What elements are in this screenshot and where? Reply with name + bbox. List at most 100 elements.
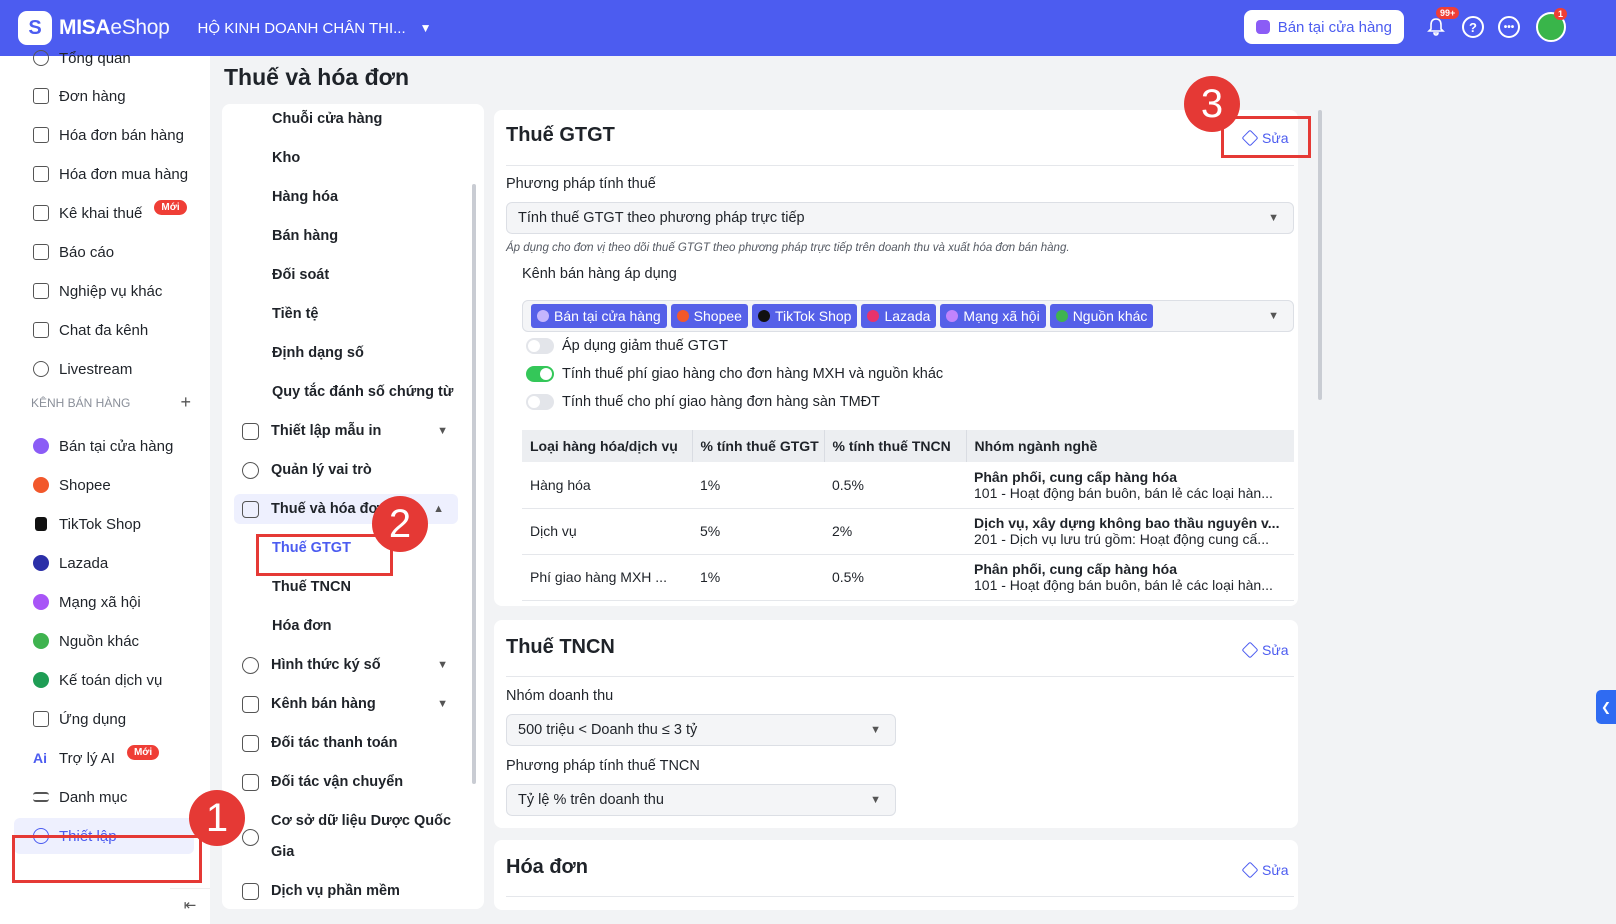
sidebar-item-sales-invoices[interactable]: Hóa đơn bán hàng <box>0 117 210 153</box>
chevron-down-icon: ▼ <box>870 794 881 806</box>
settings-item-software-service[interactable]: Dịch vụ phần mềm <box>222 876 462 906</box>
sidebar-item-label: Nguồn khác <box>59 632 140 650</box>
table-row[interactable]: Phí giao hàng MXH ... 1% 0.5% Phân phối,… <box>522 554 1294 601</box>
settings-item-store-chain[interactable]: Chuỗi cửa hàng <box>272 111 383 127</box>
pill-icon <box>242 828 259 846</box>
sidebar-item-label: Đơn hàng <box>59 87 126 105</box>
shipping-social-toggle[interactable] <box>526 366 554 382</box>
settings-item-warehouse[interactable]: Kho <box>272 150 301 166</box>
channels-multiselect[interactable]: Bán tại cửa hàng Shopee TikTok Shop Laza… <box>522 300 1294 332</box>
settings-item-goods[interactable]: Hàng hóa <box>272 189 339 205</box>
chevron-down-icon: ▼ <box>437 698 448 710</box>
sidebar-item-apps[interactable]: Ứng dụng <box>0 701 210 737</box>
pit-method-select[interactable]: Tỷ lệ % trên doanh thu ▼ <box>506 784 896 816</box>
channels-label: Kênh bán hàng áp dụng <box>522 266 677 282</box>
settings-item-pharma-db-cont[interactable]: Gia <box>271 844 295 860</box>
store-selector[interactable]: HỘ KINH DOANH CHÂN THI... ▼ <box>198 20 432 37</box>
invoice-edit-button[interactable]: Sửa <box>1241 861 1289 879</box>
software-icon <box>242 882 259 900</box>
settings-item-shipping-partners[interactable]: Đối tác vận chuyển <box>222 767 462 797</box>
chip-shopee[interactable]: Shopee <box>670 304 748 328</box>
sidebar-item-store-sales[interactable]: Bán tại cửa hàng <box>0 428 210 464</box>
sidebar-item-label: Hóa đơn mua hàng <box>59 165 189 183</box>
pit-title: Thuế TNCN <box>506 636 615 658</box>
content-scrollbar[interactable] <box>1318 110 1322 400</box>
settings-item-payment-partners[interactable]: Đối tác thanh toán <box>222 728 462 758</box>
help-icon[interactable]: ? <box>1462 16 1484 38</box>
cell-type: Phí giao hàng MXH ... <box>522 554 692 601</box>
cell-pit: 2% <box>824 508 966 555</box>
vat-edit-button[interactable]: Sửa <box>1241 129 1289 147</box>
settings-item-pit[interactable]: Thuế TNCN <box>272 579 351 595</box>
avatar-badge: 1 <box>1554 8 1568 20</box>
cell-pit: 0.5% <box>824 462 966 509</box>
truck-icon <box>242 773 259 791</box>
settings-item-reconciliation[interactable]: Đối soát <box>272 267 330 283</box>
collapse-sidebar-icon[interactable]: ⇤ <box>170 888 210 920</box>
settings-item-print-templates[interactable]: Thiết lập mẫu in ▼ <box>222 416 462 446</box>
revenue-group-select[interactable]: 500 triệu < Doanh thu ≤ 3 tỷ ▼ <box>506 714 896 746</box>
other-source-icon <box>1055 310 1068 322</box>
chip-other-source[interactable]: Nguồn khác <box>1049 304 1154 328</box>
chip-social[interactable]: Mạng xã hội <box>940 304 1046 328</box>
pit-edit-button[interactable]: Sửa <box>1241 641 1289 659</box>
sidebar-item-other-source[interactable]: Nguồn khác <box>0 623 210 659</box>
pencil-icon <box>1241 861 1259 879</box>
sidebar-item-shopee[interactable]: Shopee <box>0 467 210 503</box>
other-ops-icon <box>33 283 49 299</box>
sidebar-item-other-ops[interactable]: Nghiệp vụ khác <box>0 273 210 309</box>
settings-menu: Chuỗi cửa hàng Kho Hàng hóa Bán hàng Đối… <box>222 104 484 909</box>
store-icon <box>537 310 549 322</box>
sidebar-item-purchase-invoices[interactable]: Hóa đơn mua hàng <box>0 156 210 192</box>
settings-item-numbering-rules[interactable]: Quy tắc đánh số chứng từ <box>272 384 454 400</box>
notification-badge: 99+ <box>1436 7 1460 19</box>
more-options-icon[interactable]: ••• <box>1498 16 1520 38</box>
vat-method-value: Tính thuế GTGT theo phương pháp trực tiế… <box>518 210 805 226</box>
misa-eshop-logo[interactable]: S MISAeShop <box>18 11 170 45</box>
toggle-row-shipping-social: Tính thuế phí giao hàng cho đơn hàng MXH… <box>526 366 943 382</box>
ai-icon: Ai <box>33 750 47 766</box>
settings-item-invoice[interactable]: Hóa đơn <box>272 618 332 634</box>
sidebar-item-tax-declaration[interactable]: Kê khai thuế Mới <box>0 195 210 231</box>
settings-item-digital-signature[interactable]: Hình thức ký số ▼ <box>222 650 462 680</box>
settings-item-number-format[interactable]: Định dạng số <box>272 345 364 361</box>
vat-method-select[interactable]: Tính thuế GTGT theo phương pháp trực tiế… <box>506 202 1294 234</box>
store-icon <box>33 438 49 454</box>
section-title: KÊNH BÁN HÀNG <box>31 396 131 410</box>
sidebar-item-label: Kế toán dịch vụ <box>59 671 163 689</box>
settings-item-label: Đối tác thanh toán <box>271 735 398 751</box>
settings-item-vat[interactable]: Thuế GTGT <box>272 540 351 556</box>
chip-tiktok[interactable]: TikTok Shop <box>751 304 858 328</box>
chevron-down-icon: ▼ <box>437 425 448 437</box>
sidebar-item-lazada[interactable]: Lazada <box>0 545 210 581</box>
sidebar-item-orders[interactable]: Đơn hàng <box>0 78 210 114</box>
menu-scrollbar[interactable] <box>472 184 476 784</box>
sidebar-item-accounting-service[interactable]: Kế toán dịch vụ <box>0 662 210 698</box>
social-network-icon <box>33 594 49 610</box>
settings-item-roles[interactable]: Quản lý vai trò <box>222 455 462 485</box>
table-row[interactable]: Dịch vụ 5% 2% Dịch vụ, xây dựng không ba… <box>522 508 1294 555</box>
sidebar-item-overview[interactable]: Tổng quan <box>0 40 210 76</box>
sidebar-item-catalog[interactable]: Danh mục <box>0 779 210 815</box>
settings-item-pharma-db[interactable]: Cơ sở dữ liệu Dược Quốc <box>222 806 462 846</box>
sidebar-item-reports[interactable]: Báo cáo <box>0 234 210 270</box>
notification-bell-icon[interactable]: 99+ <box>1424 7 1460 39</box>
sidebar-item-chat[interactable]: Chat đa kênh <box>0 312 210 348</box>
vat-reduction-toggle[interactable] <box>526 338 554 354</box>
settings-item-currency[interactable]: Tiền tệ <box>272 306 319 322</box>
sidebar-item-tiktok[interactable]: TikTok Shop <box>0 506 210 542</box>
dashboard-icon <box>33 50 49 66</box>
sidebar-item-livestream[interactable]: Livestream <box>0 351 210 387</box>
sidebar-item-social[interactable]: Mạng xã hội <box>0 584 210 620</box>
shipping-marketplace-toggle[interactable] <box>526 394 554 410</box>
chip-lazada[interactable]: Lazada <box>861 304 937 328</box>
settings-item-sales[interactable]: Bán hàng <box>272 228 339 244</box>
settings-item-sales-channels[interactable]: Kênh bán hàng ▼ <box>222 689 462 719</box>
chevron-left-icon[interactable]: ❮ <box>1596 690 1616 724</box>
add-channel-icon[interactable]: + <box>180 392 191 412</box>
avatar[interactable]: 1 <box>1536 8 1568 42</box>
table-row[interactable]: Hàng hóa 1% 0.5% Phân phối, cung cấp hàn… <box>522 462 1294 509</box>
chip-store[interactable]: Bán tại cửa hàng <box>531 304 667 328</box>
sidebar-item-ai-assistant[interactable]: Ai Trợ lý AI Mới <box>0 740 210 776</box>
sell-in-store-button[interactable]: Bán tại cửa hàng <box>1243 10 1404 44</box>
